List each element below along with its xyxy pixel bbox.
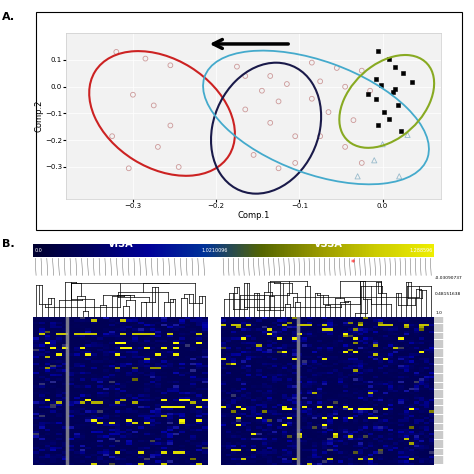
Point bbox=[358, 159, 365, 167]
Point bbox=[258, 87, 266, 94]
Point bbox=[129, 91, 137, 99]
Point bbox=[379, 140, 386, 148]
Point bbox=[125, 164, 133, 172]
Point bbox=[341, 143, 349, 151]
Point bbox=[404, 131, 411, 139]
Point bbox=[354, 173, 361, 180]
Point bbox=[308, 59, 316, 66]
Text: 1.0: 1.0 bbox=[435, 311, 442, 315]
Point bbox=[374, 47, 382, 55]
Text: 1.288596: 1.288596 bbox=[410, 248, 433, 253]
Point bbox=[366, 87, 374, 94]
Point bbox=[395, 173, 403, 180]
Point bbox=[283, 80, 291, 88]
Point bbox=[350, 116, 357, 124]
Text: A.: A. bbox=[2, 12, 16, 22]
Text: -0.03090737: -0.03090737 bbox=[435, 276, 463, 280]
Point bbox=[316, 78, 324, 85]
Point bbox=[233, 63, 241, 71]
Point bbox=[241, 72, 249, 80]
Point bbox=[372, 95, 380, 102]
Text: *: * bbox=[351, 259, 355, 267]
Text: VSSA: VSSA bbox=[313, 239, 342, 249]
Point bbox=[385, 55, 393, 63]
Point bbox=[175, 163, 182, 171]
Point bbox=[316, 132, 324, 140]
Point bbox=[391, 63, 399, 71]
Point bbox=[112, 48, 120, 56]
Point bbox=[250, 151, 257, 159]
Point bbox=[308, 95, 316, 102]
Point bbox=[408, 78, 416, 86]
Text: 0.0: 0.0 bbox=[34, 248, 42, 253]
Point bbox=[371, 156, 378, 164]
Point bbox=[325, 109, 332, 116]
Point bbox=[266, 119, 274, 127]
Point bbox=[266, 72, 274, 80]
Text: 1.0210096: 1.0210096 bbox=[201, 248, 228, 253]
Point bbox=[397, 127, 405, 135]
Point bbox=[275, 164, 283, 172]
Point bbox=[154, 143, 162, 151]
Point bbox=[142, 55, 149, 63]
X-axis label: Comp.1: Comp.1 bbox=[237, 210, 270, 219]
Point bbox=[372, 75, 380, 82]
Point bbox=[166, 122, 174, 129]
Point bbox=[341, 83, 349, 91]
Text: B.: B. bbox=[2, 239, 15, 249]
Y-axis label: Comp.2: Comp.2 bbox=[35, 100, 44, 132]
Point bbox=[394, 101, 401, 109]
Point bbox=[385, 115, 393, 123]
Point bbox=[241, 106, 249, 113]
Point bbox=[374, 122, 382, 129]
Point bbox=[292, 159, 299, 167]
Point bbox=[377, 82, 385, 89]
Text: VISA: VISA bbox=[108, 239, 134, 249]
Point bbox=[389, 88, 396, 95]
Point bbox=[400, 70, 407, 77]
Point bbox=[381, 109, 388, 116]
Point bbox=[109, 132, 116, 140]
Point bbox=[364, 91, 372, 98]
Text: 0.48151638: 0.48151638 bbox=[435, 292, 461, 296]
Point bbox=[358, 67, 365, 74]
Point bbox=[292, 132, 299, 140]
Point bbox=[150, 101, 157, 109]
Point bbox=[275, 98, 283, 105]
Point bbox=[166, 62, 174, 69]
Point bbox=[391, 85, 399, 92]
Point bbox=[333, 64, 341, 72]
